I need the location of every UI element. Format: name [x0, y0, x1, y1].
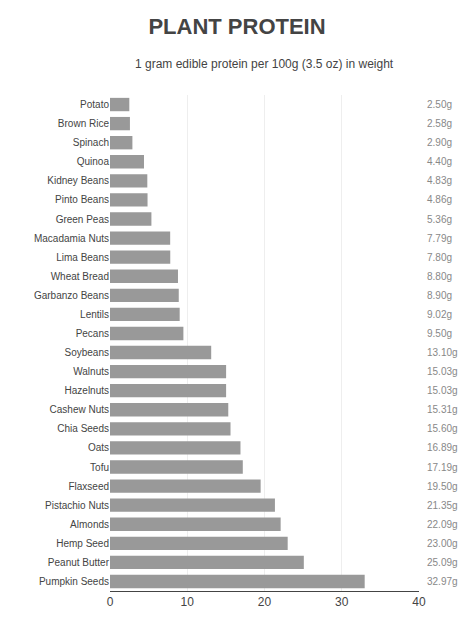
svg-text:Hemp Seed: Hemp Seed [56, 538, 109, 549]
svg-text:16.89g: 16.89g [427, 442, 458, 453]
svg-text:Peanut Butter: Peanut Butter [48, 557, 110, 568]
svg-text:21.35g: 21.35g [427, 500, 458, 511]
svg-text:0: 0 [107, 595, 114, 609]
svg-text:7.80g: 7.80g [427, 252, 452, 263]
svg-text:13.10g: 13.10g [427, 347, 458, 358]
svg-text:Pecans: Pecans [76, 328, 109, 339]
svg-text:Lima Beans: Lima Beans [56, 252, 109, 263]
svg-text:9.02g: 9.02g [427, 309, 452, 320]
svg-text:Spinach: Spinach [73, 137, 109, 148]
svg-text:Pistachio Nuts: Pistachio Nuts [45, 500, 109, 511]
svg-text:Oats: Oats [88, 442, 109, 453]
svg-text:PLANT PROTEIN: PLANT PROTEIN [148, 14, 325, 39]
svg-text:40: 40 [412, 595, 426, 609]
svg-text:4.83g: 4.83g [427, 175, 452, 186]
svg-text:Flaxseed: Flaxseed [68, 481, 109, 492]
svg-text:25.09g: 25.09g [427, 557, 458, 568]
svg-text:15.03g: 15.03g [427, 366, 458, 377]
svg-text:23.00g: 23.00g [427, 538, 458, 549]
svg-text:4.86g: 4.86g [427, 194, 452, 205]
svg-text:Potato: Potato [80, 99, 109, 110]
svg-text:30: 30 [335, 595, 349, 609]
svg-text:Pinto Beans: Pinto Beans [55, 194, 109, 205]
svg-text:32.97g: 32.97g [427, 576, 458, 587]
svg-text:15.60g: 15.60g [427, 423, 458, 434]
svg-text:Hazelnuts: Hazelnuts [65, 385, 109, 396]
svg-text:22.09g: 22.09g [427, 519, 458, 530]
svg-text:15.03g: 15.03g [427, 385, 458, 396]
svg-text:Almonds: Almonds [70, 519, 109, 530]
svg-text:Macadamia Nuts: Macadamia Nuts [34, 233, 109, 244]
svg-text:Soybeans: Soybeans [65, 347, 109, 358]
svg-text:Chia Seeds: Chia Seeds [57, 423, 109, 434]
svg-text:Green Peas: Green Peas [56, 214, 109, 225]
svg-text:5.36g: 5.36g [427, 214, 452, 225]
svg-text:Brown Rice: Brown Rice [58, 118, 110, 129]
svg-text:8.80g: 8.80g [427, 271, 452, 282]
svg-text:20: 20 [258, 595, 272, 609]
svg-text:Walnuts: Walnuts [73, 366, 109, 377]
svg-text:2.50g: 2.50g [427, 99, 452, 110]
svg-text:Cashew Nuts: Cashew Nuts [50, 404, 109, 415]
svg-text:Quinoa: Quinoa [77, 156, 110, 167]
svg-text:4.40g: 4.40g [427, 156, 452, 167]
svg-text:Wheat Bread: Wheat Bread [51, 271, 109, 282]
svg-text:19.50g: 19.50g [427, 481, 458, 492]
svg-text:9.50g: 9.50g [427, 328, 452, 339]
svg-text:Lentils: Lentils [80, 309, 109, 320]
svg-text:Kidney Beans: Kidney Beans [47, 175, 109, 186]
svg-text:7.79g: 7.79g [427, 233, 452, 244]
svg-text:17.19g: 17.19g [427, 462, 458, 473]
svg-text:15.31g: 15.31g [427, 404, 458, 415]
svg-text:2.90g: 2.90g [427, 137, 452, 148]
svg-text:2.58g: 2.58g [427, 118, 452, 129]
svg-text:8.90g: 8.90g [427, 290, 452, 301]
svg-text:Tofu: Tofu [90, 462, 109, 473]
svg-text:Garbanzo Beans: Garbanzo Beans [34, 290, 109, 301]
svg-text:Pumpkin Seeds: Pumpkin Seeds [39, 576, 109, 587]
svg-text:10: 10 [181, 595, 195, 609]
svg-text:1 gram edible protein per 100g: 1 gram edible protein per 100g (3.5 oz) … [135, 57, 394, 71]
